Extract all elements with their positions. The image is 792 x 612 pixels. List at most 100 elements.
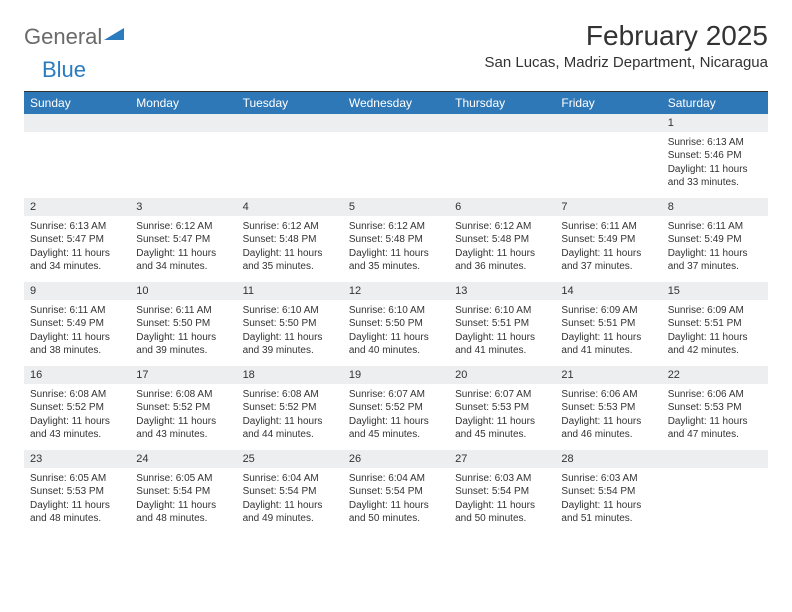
title-block: February 2025 San Lucas, Madriz Departme…: [485, 20, 768, 71]
sunrise-text: Sunrise: 6:07 AM: [455, 388, 549, 402]
day-number: [24, 114, 130, 132]
sunset-text: Sunset: 5:51 PM: [561, 317, 655, 331]
day-number: 1: [662, 114, 768, 132]
day-cell: Sunrise: 6:12 AMSunset: 5:48 PMDaylight:…: [449, 216, 555, 282]
day-cell: Sunrise: 6:07 AMSunset: 5:52 PMDaylight:…: [343, 384, 449, 450]
day-number: 13: [449, 282, 555, 300]
sunrise-text: Sunrise: 6:10 AM: [349, 304, 443, 318]
day-cell: Sunrise: 6:04 AMSunset: 5:54 PMDaylight:…: [343, 468, 449, 534]
day-number: 26: [343, 450, 449, 468]
sunrise-text: Sunrise: 6:12 AM: [136, 220, 230, 234]
logo-triangle-icon: [104, 26, 124, 47]
day-cell: Sunrise: 6:04 AMSunset: 5:54 PMDaylight:…: [237, 468, 343, 534]
day-cell: Sunrise: 6:08 AMSunset: 5:52 PMDaylight:…: [24, 384, 130, 450]
day-number: 25: [237, 450, 343, 468]
sunrise-text: Sunrise: 6:07 AM: [349, 388, 443, 402]
day-body-row: Sunrise: 6:05 AMSunset: 5:53 PMDaylight:…: [24, 468, 768, 534]
daylight-text: Daylight: 11 hours and 40 minutes.: [349, 331, 443, 358]
daylight-text: Daylight: 11 hours and 36 minutes.: [455, 247, 549, 274]
sunrise-text: Sunrise: 6:05 AM: [30, 472, 124, 486]
day-number: 3: [130, 198, 236, 216]
dow-saturday: Saturday: [662, 92, 768, 114]
sunset-text: Sunset: 5:48 PM: [349, 233, 443, 247]
sunset-text: Sunset: 5:54 PM: [136, 485, 230, 499]
day-body-row: Sunrise: 6:13 AMSunset: 5:47 PM Daylight:…: [24, 216, 768, 282]
sunset-text: Sunset: 5:52 PM: [30, 401, 124, 415]
sunrise-text: Sunrise: 6:08 AM: [136, 388, 230, 402]
day-cell: Sunrise: 6:06 AMSunset: 5:53 PMDaylight:…: [662, 384, 768, 450]
daylight-text: Daylight: 11 hours and 45 minutes.: [349, 415, 443, 442]
dow-monday: Monday: [130, 92, 236, 114]
month-title: February 2025: [485, 20, 768, 52]
day-cell: Sunrise: 6:08 AMSunset: 5:52 PMDaylight:…: [130, 384, 236, 450]
day-cell: Sunrise: 6:13 AMSunset: 5:46 PMDaylight:…: [662, 132, 768, 198]
daylight-text: Daylight: 11 hours and 33 minutes.: [668, 163, 762, 190]
sunset-text: Sunset: 5:47 PM: [30, 233, 124, 247]
day-cell: Sunrise: 6:11 AMSunset: 5:50 PMDaylight:…: [130, 300, 236, 366]
day-number: 18: [237, 366, 343, 384]
calendar-table: Sunday Monday Tuesday Wednesday Thursday…: [24, 92, 768, 534]
day-cell: Sunrise: 6:10 AMSunset: 5:50 PMDaylight:…: [237, 300, 343, 366]
sunset-text: Sunset: 5:54 PM: [349, 485, 443, 499]
logo: General: [24, 24, 124, 50]
daylight-text: Daylight: 11 hours and 43 minutes.: [136, 415, 230, 442]
sunset-text: Sunset: 5:49 PM: [561, 233, 655, 247]
sunrise-text: Sunrise: 6:12 AM: [243, 220, 337, 234]
day-number: 6: [449, 198, 555, 216]
sunrise-text: Sunrise: 6:08 AM: [243, 388, 337, 402]
day-number: 16: [24, 366, 130, 384]
sunrise-text: Sunrise: 6:11 AM: [136, 304, 230, 318]
sunset-text: Sunset: 5:52 PM: [243, 401, 337, 415]
sunrise-text: Sunrise: 6:06 AM: [561, 388, 655, 402]
day-number: 15: [662, 282, 768, 300]
sunset-text: Sunset: 5:54 PM: [243, 485, 337, 499]
daylight-text: Daylight: 11 hours and 44 minutes.: [243, 415, 337, 442]
logo-word2: Blue: [42, 57, 86, 82]
day-number: 14: [555, 282, 661, 300]
day-cell: [343, 132, 449, 198]
sunrise-text: Sunrise: 6:13 AM: [30, 220, 124, 234]
daylight-text: Daylight: 11 hours and 51 minutes.: [561, 499, 655, 526]
sunrise-text: Sunrise: 6:12 AM: [349, 220, 443, 234]
daylight-text: Daylight: 11 hours and 50 minutes.: [349, 499, 443, 526]
day-number: 23: [24, 450, 130, 468]
sunset-text: Sunset: 5:51 PM: [455, 317, 549, 331]
day-number: 27: [449, 450, 555, 468]
sunrise-text: Sunrise: 6:10 AM: [243, 304, 337, 318]
day-number-row: 2345678: [24, 198, 768, 216]
day-number: 17: [130, 366, 236, 384]
day-body-row: Sunrise: 6:08 AMSunset: 5:52 PMDaylight:…: [24, 384, 768, 450]
sunrise-text: Sunrise: 6:09 AM: [561, 304, 655, 318]
day-cell: Sunrise: 6:07 AMSunset: 5:53 PMDaylight:…: [449, 384, 555, 450]
day-number: 19: [343, 366, 449, 384]
daylight-text: Daylight: 11 hours and 34 minutes.: [136, 247, 230, 274]
sunset-text: Sunset: 5:54 PM: [561, 485, 655, 499]
day-number: 11: [237, 282, 343, 300]
day-number: 7: [555, 198, 661, 216]
day-number: [662, 450, 768, 468]
day-body-row: Sunrise: 6:13 AMSunset: 5:46 PMDaylight:…: [24, 132, 768, 198]
sunset-text: Sunset: 5:50 PM: [136, 317, 230, 331]
daylight-text: Daylight: 11 hours and 48 minutes.: [136, 499, 230, 526]
sunset-text: Sunset: 5:52 PM: [136, 401, 230, 415]
daylight-text: Daylight: 11 hours and 37 minutes.: [561, 247, 655, 274]
sunrise-text: Sunrise: 6:13 AM: [668, 136, 762, 150]
day-cell: Sunrise: 6:12 AMSunset: 5:47 PMDaylight:…: [130, 216, 236, 282]
sunset-text: Sunset: 5:53 PM: [455, 401, 549, 415]
day-number: 28: [555, 450, 661, 468]
sunrise-text: Sunrise: 6:10 AM: [455, 304, 549, 318]
day-cell: Sunrise: 6:10 AMSunset: 5:51 PMDaylight:…: [449, 300, 555, 366]
day-cell: Sunrise: 6:03 AMSunset: 5:54 PMDaylight:…: [449, 468, 555, 534]
day-cell: Sunrise: 6:11 AMSunset: 5:49 PMDaylight:…: [662, 216, 768, 282]
day-number: 10: [130, 282, 236, 300]
dow-sunday: Sunday: [24, 92, 130, 114]
logo-word1: General: [24, 24, 102, 50]
day-number: 4: [237, 198, 343, 216]
daylight-text: Daylight: 11 hours and 50 minutes.: [455, 499, 549, 526]
sunset-text: Sunset: 5:51 PM: [668, 317, 762, 331]
day-cell: Sunrise: 6:11 AMSunset: 5:49 PMDaylight:…: [24, 300, 130, 366]
sunrise-text: Sunrise: 6:09 AM: [668, 304, 762, 318]
sunset-text: Sunset: 5:52 PM: [349, 401, 443, 415]
day-cell: [24, 132, 130, 198]
daylight-text: Daylight: 11 hours and 45 minutes.: [455, 415, 549, 442]
